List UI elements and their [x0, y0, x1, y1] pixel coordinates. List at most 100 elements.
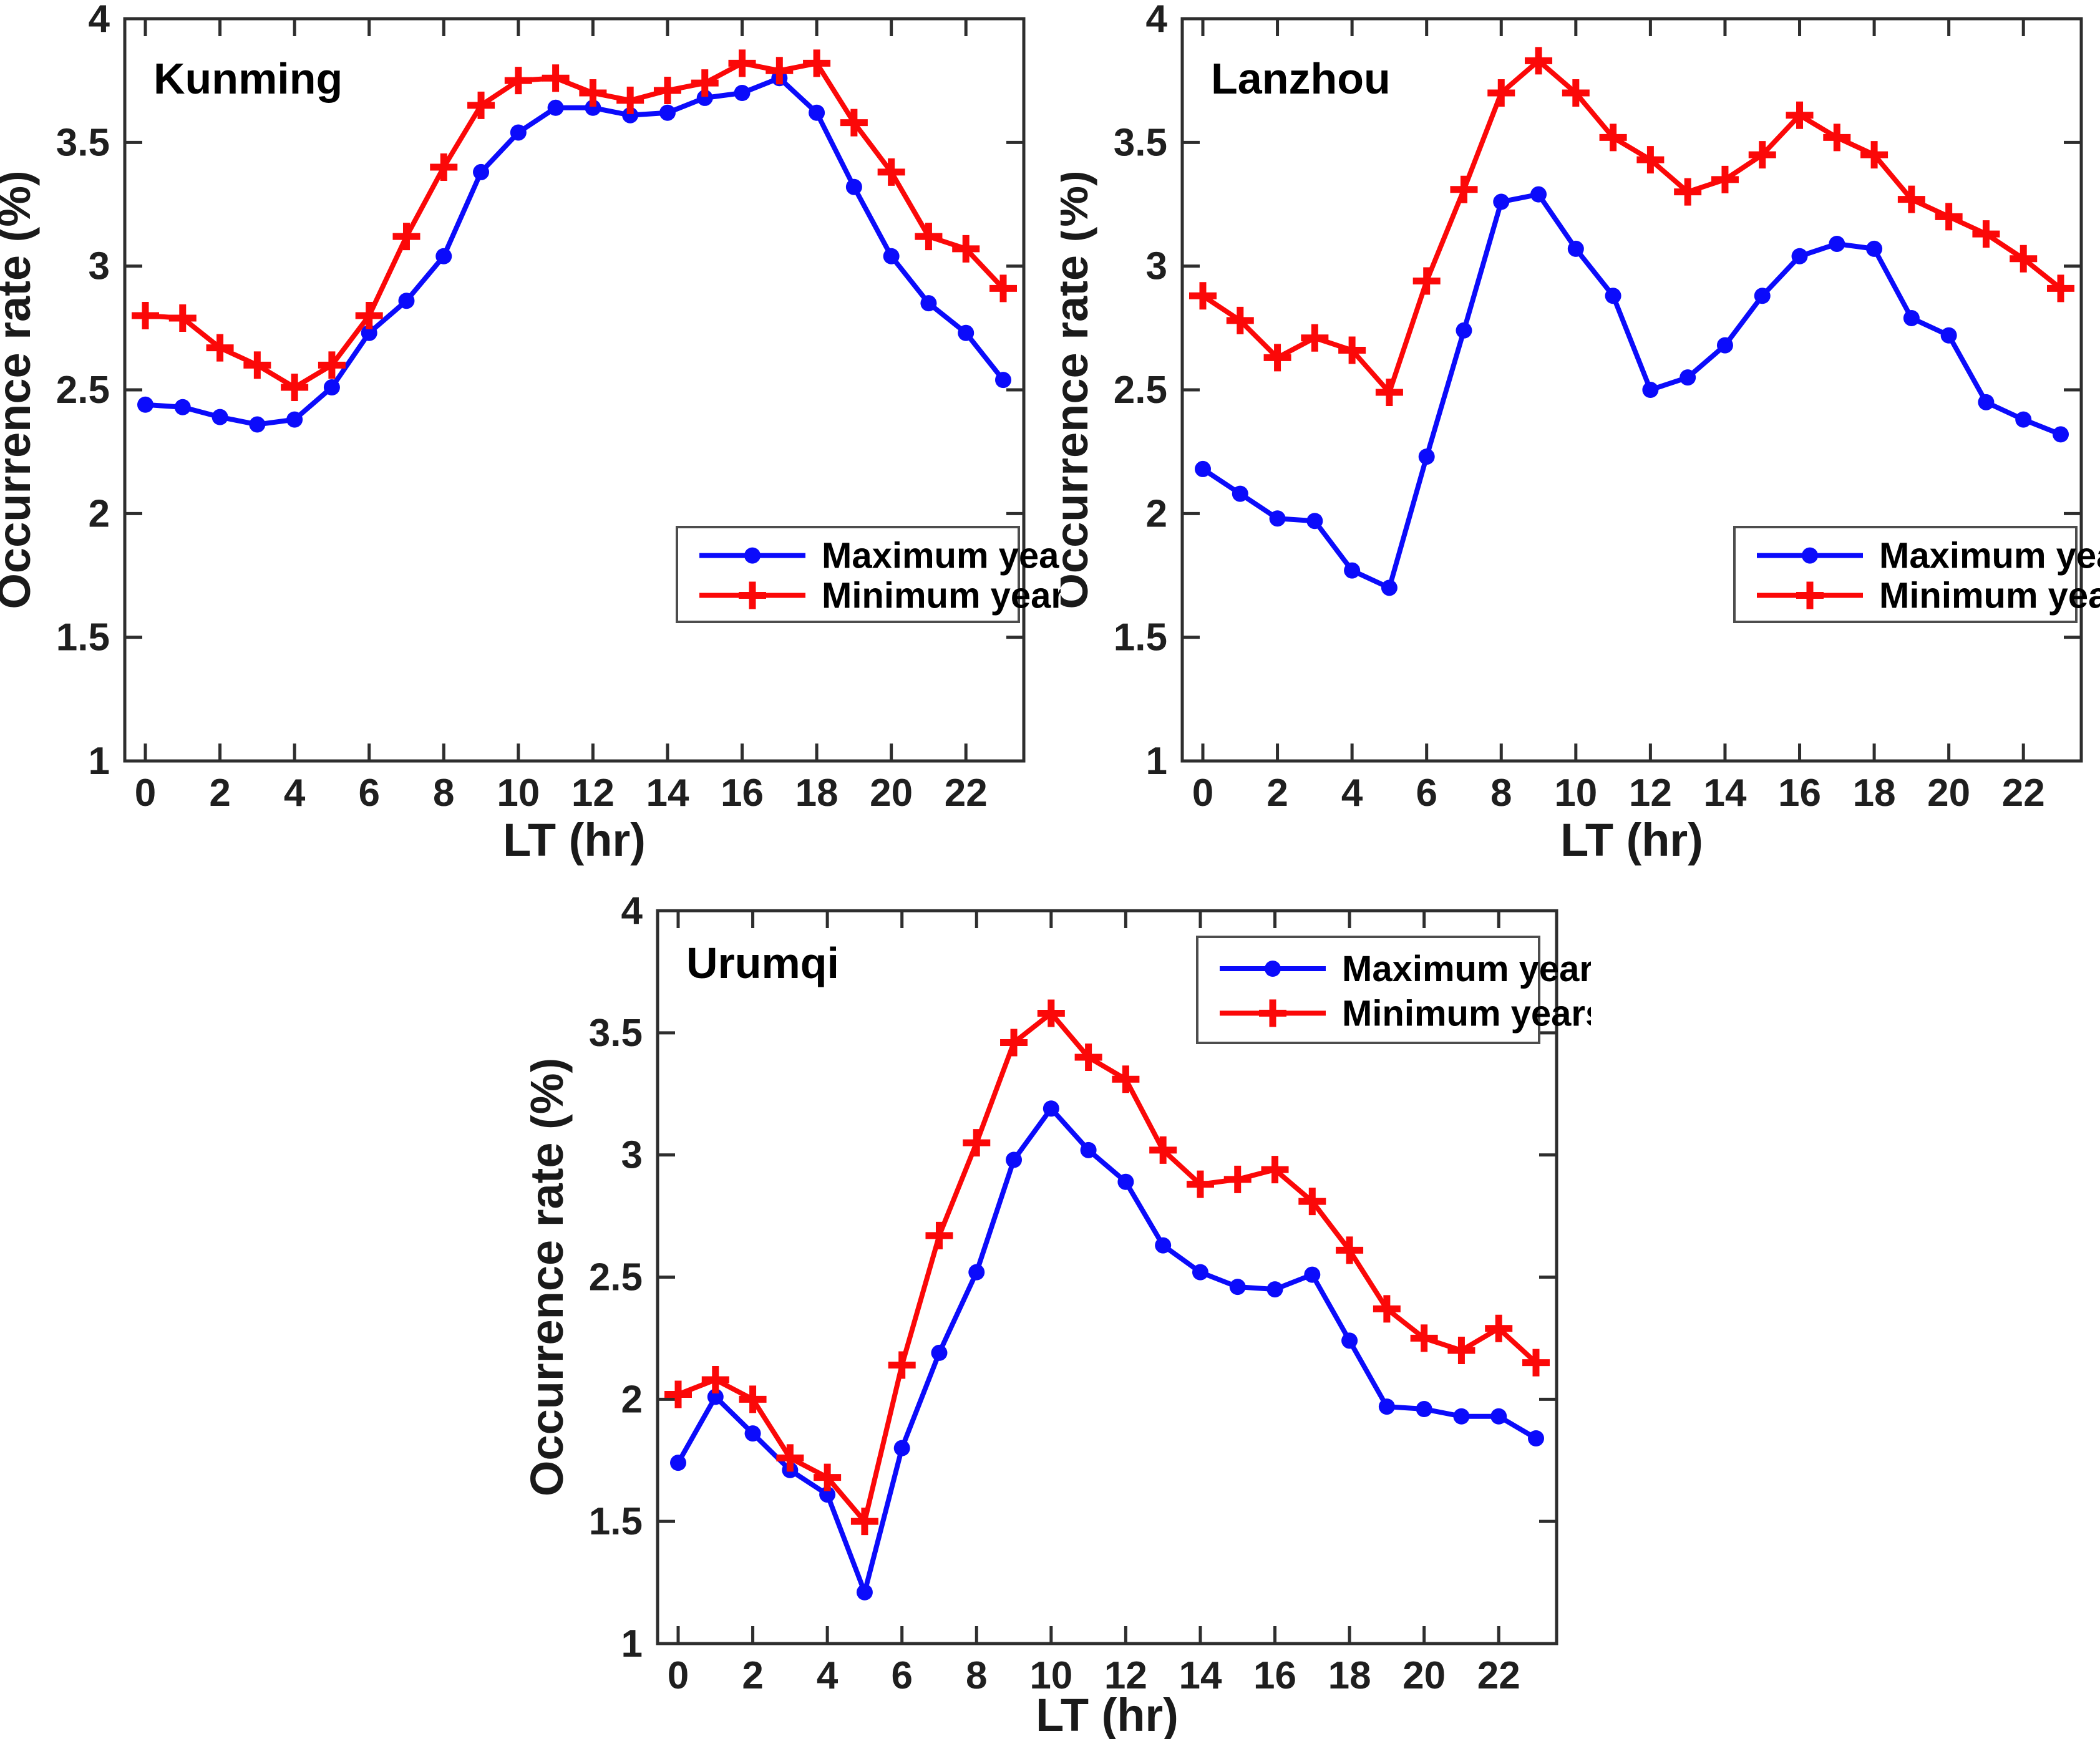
tick-labels: 0 2 4 6 8 10 12 14 16 18 20 22 1 1.5 2 2.5 3 3.5 4 [1114, 0, 2045, 815]
plus-marker [1748, 141, 1776, 169]
series-maximum-years-markers [1195, 186, 2069, 596]
plus-marker [542, 64, 570, 92]
circle-marker [1642, 382, 1659, 398]
x-tick-label: 16 [1253, 1654, 1296, 1697]
plus-marker [1226, 306, 1254, 334]
plus-marker [1786, 101, 1814, 129]
chart-panel-bottom-center: 0 2 4 6 8 10 12 14 16 18 20 22 1 1.5 2 2.5 3 3.5 4 LT (hr) O… [530, 886, 1591, 1739]
plus-marker [1450, 175, 1478, 203]
plus-marker [1000, 1029, 1028, 1057]
circle-marker [361, 324, 377, 341]
series-maximum-years-markers [137, 70, 1011, 433]
circle-marker [1530, 186, 1547, 203]
circle-marker [1680, 369, 1696, 386]
circle-marker [1229, 1279, 1246, 1296]
x-tick-label: 0 [135, 772, 156, 815]
x-axis-label: LT (hr) [503, 814, 646, 866]
legend-plus-marker [1796, 581, 1824, 609]
y-tick-label: 3.5 [56, 121, 110, 164]
axis-ticks [1182, 17, 2081, 763]
y-tick-label: 1 [621, 1622, 643, 1665]
series-maximum-years [137, 70, 1011, 433]
plus-marker [1636, 146, 1665, 174]
circle-marker [670, 1455, 686, 1471]
chart-panel-top-right: 0 2 4 6 8 10 12 14 16 18 20 22 1 1.5 2 2.5 3 3.5 4 LT (hr) O… [1061, 0, 2100, 886]
circle-marker [1117, 1173, 1134, 1190]
y-tick-label: 4 [89, 0, 110, 41]
panel-title: Lanzhou [1211, 54, 1391, 103]
circle-marker [323, 379, 340, 396]
x-tick-label: 4 [817, 1654, 839, 1697]
legend-entry-minimum-years: Minimum years [1220, 993, 1591, 1034]
x-tick-label: 14 [1179, 1654, 1222, 1697]
legend-box [1196, 936, 1540, 1044]
circle-marker [2053, 426, 2069, 443]
plus-marker [776, 1444, 804, 1472]
plus-marker [1112, 1065, 1140, 1093]
x-tick-label: 6 [891, 1654, 912, 1697]
plus-marker [888, 1351, 916, 1379]
plus-marker [1373, 1295, 1401, 1323]
plus-marker [989, 274, 1017, 303]
plus-marker [1298, 1188, 1326, 1216]
series-maximum-years-markers [670, 1100, 1544, 1601]
y-tick-label: 3.5 [1114, 121, 1167, 164]
plus-marker [392, 223, 420, 251]
plus-marker [691, 69, 719, 97]
circle-marker [1378, 1398, 1395, 1415]
y-tick-label: 2 [89, 492, 110, 535]
legend-entry-maximum-years: Maximum years [1757, 536, 2100, 576]
circle-marker [1453, 1408, 1470, 1425]
circle-marker [1456, 322, 1472, 339]
legend-entry-maximum-years: Maximum years [699, 536, 1061, 576]
plus-marker [1336, 1236, 1364, 1264]
x-tick-label: 2 [209, 772, 230, 815]
plus-marker [766, 57, 794, 85]
plus-marker [1186, 1170, 1214, 1198]
plus-marker [467, 91, 495, 119]
series-minimum-years [132, 49, 1017, 402]
x-tick-label: 4 [1341, 772, 1363, 815]
plus-marker [877, 158, 905, 186]
circle-marker [1304, 1266, 1321, 1283]
legend-entry-minimum-years: Minimum years [699, 575, 1061, 616]
y-tick-label: 1.5 [589, 1500, 643, 1543]
circle-marker [1978, 394, 1995, 410]
circle-marker [920, 295, 937, 312]
axes-box [1180, 17, 2083, 763]
circle-marker [473, 163, 490, 180]
x-tick-label: 18 [1328, 1654, 1371, 1697]
y-tick-label: 2.5 [589, 1256, 643, 1299]
circle-marker [931, 1344, 948, 1361]
x-tick-label: 8 [966, 1654, 987, 1697]
series-minimum-years [1189, 47, 2074, 406]
plus-marker [1674, 178, 1702, 206]
plus-marker [1223, 1165, 1252, 1193]
circle-marker [856, 1584, 873, 1601]
x-tick-label: 12 [571, 772, 615, 815]
plus-marker [1447, 1337, 1475, 1364]
circle-marker [398, 293, 415, 309]
plus-marker [840, 109, 868, 137]
y-axis-label: Occurrence rate (%) [0, 170, 40, 609]
plus-marker [963, 1129, 991, 1157]
circle-marker [2015, 411, 2032, 428]
y-tick-label: 3 [89, 245, 110, 288]
circle-marker [435, 248, 452, 264]
circle-marker [1490, 1408, 1507, 1425]
circle-marker [1266, 1281, 1283, 1298]
x-tick-label: 20 [1402, 1654, 1446, 1697]
y-tick-label: 4 [1146, 0, 1168, 41]
plus-marker [925, 1221, 953, 1249]
plus-marker [2010, 245, 2038, 273]
plus-marker [579, 79, 607, 107]
plus-marker [814, 1463, 842, 1491]
plus-marker [1823, 124, 1851, 152]
circle-marker [1306, 513, 1323, 530]
plus-marker [206, 334, 234, 362]
plus-marker [1261, 1156, 1289, 1184]
plus-marker [1037, 999, 1065, 1027]
x-tick-label: 0 [1192, 772, 1213, 815]
plus-marker [701, 1366, 729, 1393]
plus-marker [1412, 267, 1441, 295]
